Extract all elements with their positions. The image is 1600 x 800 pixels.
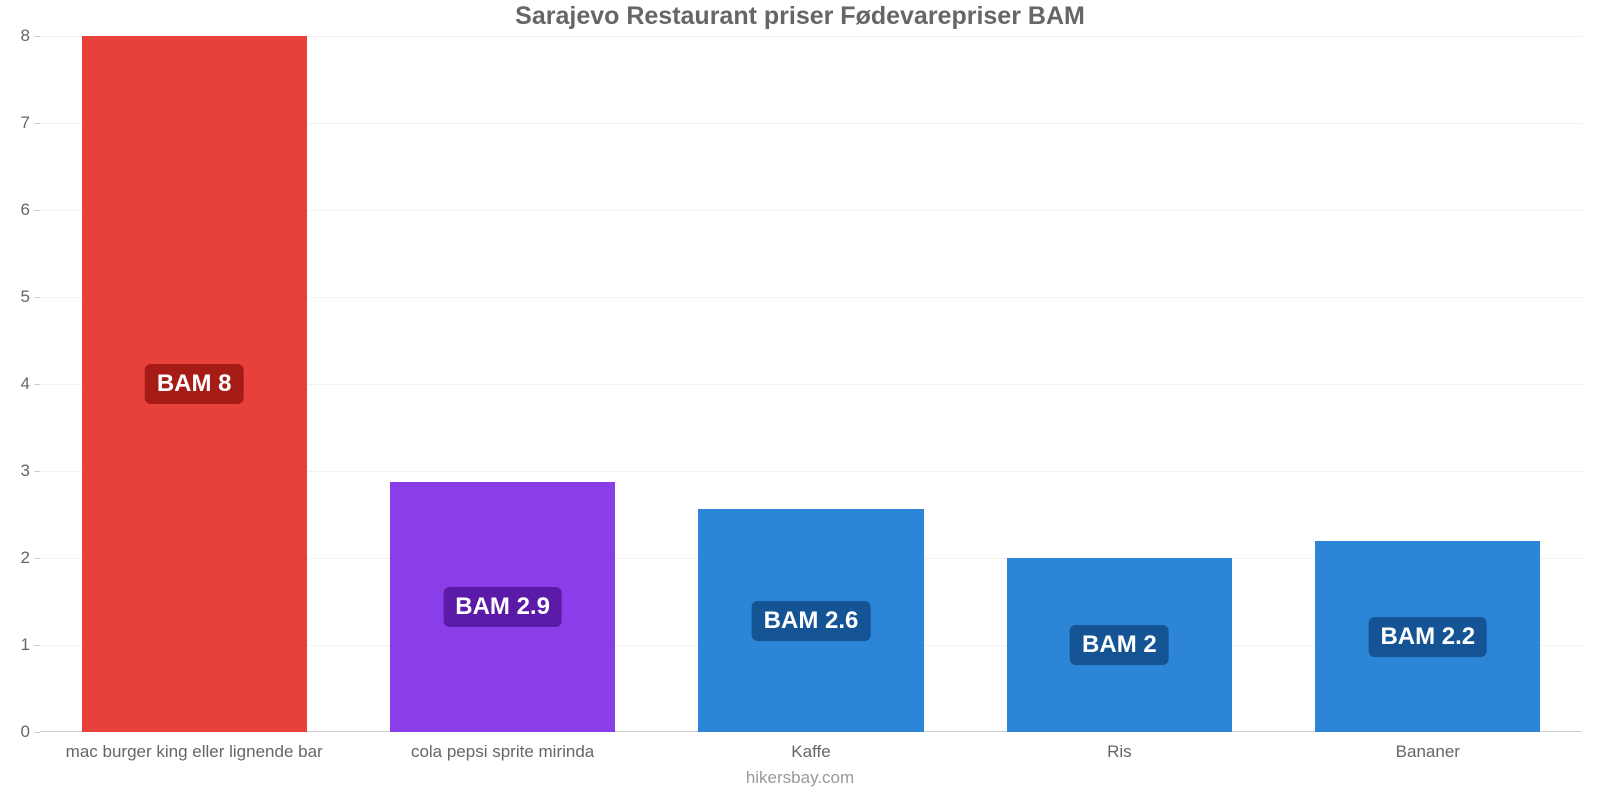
x-tick-label: cola pepsi sprite mirinda	[411, 732, 594, 762]
y-tick-mark	[34, 123, 40, 124]
plot-area: 012345678BAM 8mac burger king eller lign…	[40, 36, 1582, 732]
y-tick-mark	[34, 471, 40, 472]
y-tick-mark	[34, 297, 40, 298]
y-tick-mark	[34, 384, 40, 385]
chart-title: Sarajevo Restaurant priser Fødevareprise…	[0, 2, 1600, 31]
y-tick-mark	[34, 558, 40, 559]
x-tick-label: Bananer	[1396, 732, 1460, 762]
y-tick-mark	[34, 36, 40, 37]
bar-value-label: BAM 2	[1070, 625, 1169, 665]
bar-value-label: BAM 2.6	[752, 601, 871, 641]
x-tick-label: Kaffe	[791, 732, 830, 762]
bar-value-label: BAM 2.9	[443, 587, 562, 627]
y-tick-mark	[34, 210, 40, 211]
x-tick-label: mac burger king eller lignende bar	[66, 732, 323, 762]
y-tick-mark	[34, 645, 40, 646]
bar-value-label: BAM 2.2	[1368, 617, 1487, 657]
price-bar-chart: Sarajevo Restaurant priser Fødevareprise…	[0, 0, 1600, 800]
bar-value-label: BAM 8	[145, 364, 244, 404]
y-tick-mark	[34, 732, 40, 733]
x-tick-label: Ris	[1107, 732, 1132, 762]
attribution-text: hikersbay.com	[0, 768, 1600, 788]
